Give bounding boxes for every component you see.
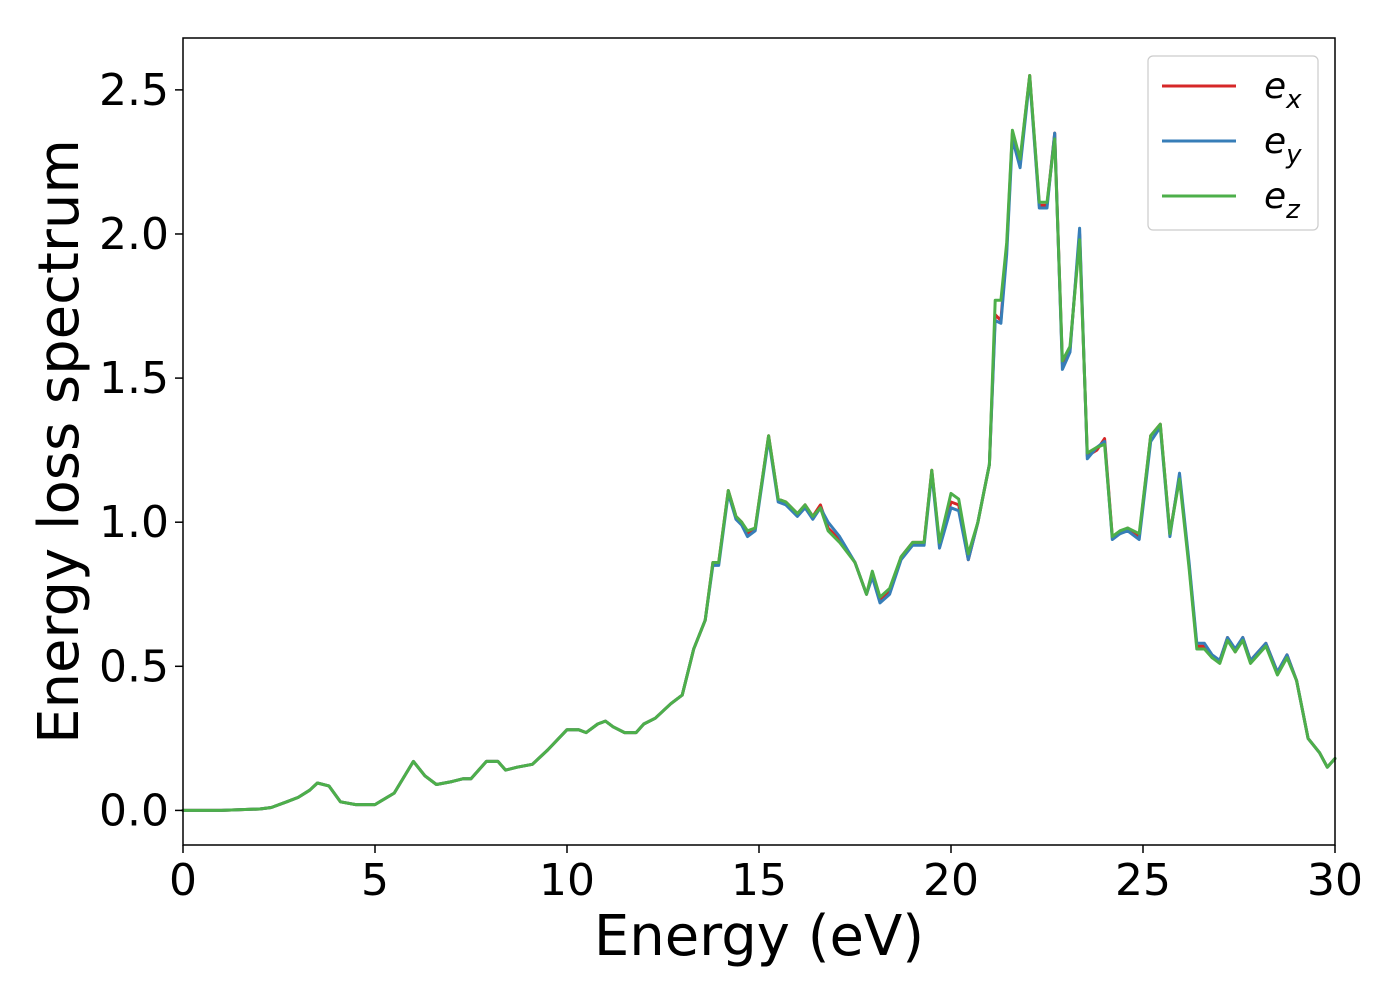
y-tick-label: 1.5 (99, 353, 169, 404)
x-tick-label: 15 (731, 855, 787, 906)
y-tick-label: 0.0 (99, 785, 169, 836)
x-tick-label: 10 (539, 855, 595, 906)
x-axis-label: Energy (eV) (594, 904, 924, 969)
series-layer (181, 74, 1337, 812)
legend-box (1147, 55, 1319, 231)
x-tick-label: 30 (1307, 855, 1363, 906)
y-axis-ticks: 0.0 0.5 1.0 1.5 2.0 2.5 (99, 65, 183, 836)
x-tick-label: 0 (169, 855, 197, 906)
series-line-z (181, 74, 1337, 812)
y-tick-label: 0.5 (99, 641, 169, 692)
x-tick-label: 25 (1115, 855, 1171, 906)
x-axis-ticks: 0 5 10 15 20 25 30 (169, 845, 1363, 906)
x-tick-label: 20 (923, 855, 979, 906)
y-tick-label: 1.0 (99, 497, 169, 548)
y-tick-label: 2.5 (99, 65, 169, 116)
x-tick-label: 5 (361, 855, 389, 906)
y-tick-label: 2.0 (99, 209, 169, 260)
y-axis-label: Energy loss spectrum (27, 139, 92, 744)
